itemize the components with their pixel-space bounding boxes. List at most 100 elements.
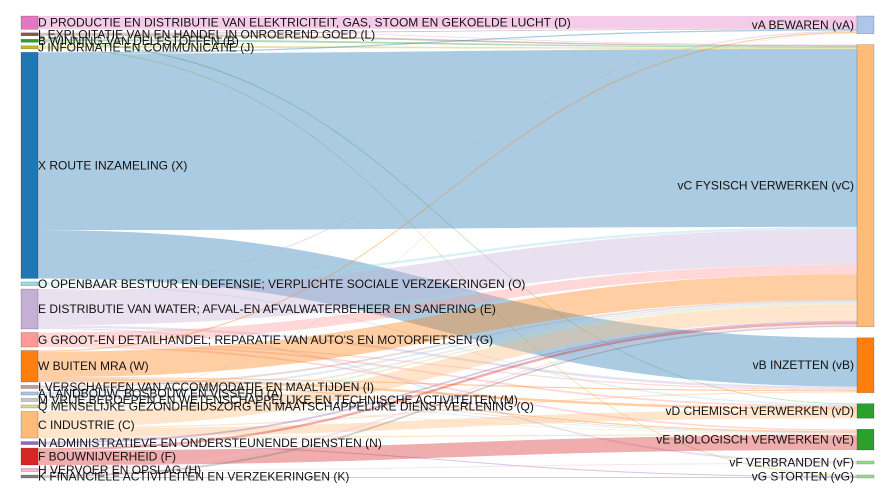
flow-L-vA (38, 28, 857, 34)
flow-W-vB (38, 377, 857, 392)
node-label-vC: vC FYSISCH VERWERKEN (vC) (678, 179, 854, 193)
flow-Q-vE (38, 406, 857, 435)
node-vD (856, 403, 875, 419)
flow-E-vB (38, 325, 857, 389)
node-J (20, 45, 39, 50)
flow-F-vE (38, 435, 857, 465)
flow-X-vB (38, 230, 857, 387)
flow-B-vD (38, 41, 857, 405)
flow-W-vE (38, 380, 857, 433)
flow-D-vC (38, 28, 857, 46)
flow-A-vC (38, 301, 857, 394)
node-O (20, 281, 39, 286)
sankey-links (38, 16, 857, 478)
node-D (20, 15, 39, 30)
flow-E-vF (38, 327, 857, 463)
node-C (20, 411, 39, 439)
node-vE (856, 429, 875, 451)
flow-W-vC (38, 274, 857, 378)
flow-N-vG (38, 443, 857, 477)
sankey-nodes (20, 15, 875, 479)
flow-J-vC (38, 45, 857, 49)
flow-X-vA (38, 29, 857, 54)
flow-G-vC (38, 264, 857, 343)
node-label-vE: vE BIOLOGISCH VERWERKEN (vE) (656, 433, 854, 447)
node-label-J: J INFORMATIE EN COMMUNICATIE (J) (38, 40, 254, 54)
node-A (20, 391, 39, 396)
flow-K-vC (38, 325, 857, 477)
node-E (20, 288, 39, 330)
flow-D-vA (38, 16, 857, 29)
flow-I-vE (38, 387, 857, 433)
flow-Q-vC (38, 303, 857, 407)
node-Q (20, 404, 39, 409)
node-label-vG: vG STORTEN (vG) (752, 470, 854, 484)
flow-H-vF (38, 463, 857, 472)
flow-G-vE (38, 345, 857, 432)
flow-B-vC (38, 39, 857, 48)
flow-M-vA (38, 33, 857, 400)
flow-C-vE (38, 434, 857, 439)
node-label-B: B WINNING VAN DELFSTOFFEN (B) (38, 34, 239, 48)
flow-I-vC (38, 300, 857, 388)
flow-M-vC (38, 302, 857, 402)
node-L (20, 32, 39, 37)
flow-W-vD (38, 378, 857, 410)
node-I (20, 385, 39, 389)
node-label-vD: vD CHEMISCH VERWERKEN (vD) (666, 404, 854, 418)
node-label-G: G GROOT-EN DETAILHANDEL; REPARATIE VAN A… (38, 333, 493, 347)
flow-O-vC (38, 226, 857, 285)
node-label-M: M VRIJE BEROEPEN EN WETENSCHAPPELIJKE EN… (38, 393, 518, 407)
node-label-A: A LANDBOUW, BOSBOUW EN VISSERIJ (A) (38, 386, 283, 400)
flow-J-vG (38, 47, 857, 477)
flow-H-vC (38, 324, 857, 471)
node-vF (856, 460, 875, 465)
node-label-W: W BUITEN MRA (W) (38, 359, 149, 373)
node-F (20, 447, 39, 466)
node-label-E: E DISTRIBUTIE VAN WATER; AFVAL-EN AFVALW… (38, 302, 496, 316)
node-vG (856, 474, 875, 479)
node-label-H: H VERVOER EN OPSLAG (H) (38, 463, 201, 477)
node-label-C: C INDUSTRIE (C) (38, 418, 135, 432)
flow-O-vD (38, 284, 857, 406)
flow-C-vC (38, 304, 857, 428)
node-label-vB: vB INZETTEN (vB) (753, 358, 854, 372)
flow-A-vE (38, 393, 857, 434)
node-label-F: F BOUWNIJVERHEID (F) (38, 450, 176, 464)
flow-G-vB (38, 342, 857, 391)
node-W (20, 350, 39, 383)
flow-L-vC (38, 33, 857, 47)
node-N (20, 441, 39, 445)
flow-X-vC (38, 48, 857, 231)
node-label-O: O OPENBAAR BESTUUR EN DEFENSIE; VERPLICH… (38, 277, 525, 291)
flow-N-vC (38, 320, 857, 444)
flow-W-vA (38, 31, 857, 352)
flow-C-vB (38, 391, 857, 429)
node-vC (856, 44, 875, 328)
flow-G-vD (38, 343, 857, 408)
flow-F-vC (38, 321, 857, 451)
flow-K-vG (38, 477, 857, 478)
node-G (20, 332, 39, 348)
node-label-L: L EXPLOITATIE VAN EN HANDEL IN ONROEREND… (38, 27, 375, 41)
node-vA (856, 15, 875, 34)
flow-C-vD (38, 409, 857, 437)
node-K (20, 474, 39, 479)
flow-E-vA (38, 30, 857, 291)
node-B (20, 39, 39, 43)
node-H (20, 468, 39, 472)
node-label-K: K FINANCIELE ACTIVITEITEN EN VERZEKERING… (38, 470, 349, 484)
node-label-vF: vF VERBRANDEN (vF) (729, 456, 854, 470)
node-label-Q: Q MENSELIJKE GEZONDHEIDSZORG EN MAATSCHA… (38, 399, 534, 413)
flow-E-vC (38, 229, 857, 326)
node-vB (856, 337, 875, 393)
node-label-N: N ADMINISTRATIEVE EN ONDERSTEUNENDE DIEN… (38, 436, 382, 450)
node-label-D: D PRODUCTIE EN DISTRIBUTIE VAN ELEKTRICI… (38, 16, 571, 30)
node-M (20, 398, 39, 402)
node-label-X: X ROUTE INZAMELING (X) (38, 158, 187, 172)
node-label-vA: vA BEWAREN (vA) (752, 18, 854, 32)
node-label-I: I VERSCHAFFEN VAN ACCOMMODATIE EN MAALTI… (38, 380, 374, 394)
sankey-labels: D PRODUCTIE EN DISTRIBUTIE VAN ELEKTRICI… (38, 16, 854, 484)
node-X (20, 52, 39, 279)
